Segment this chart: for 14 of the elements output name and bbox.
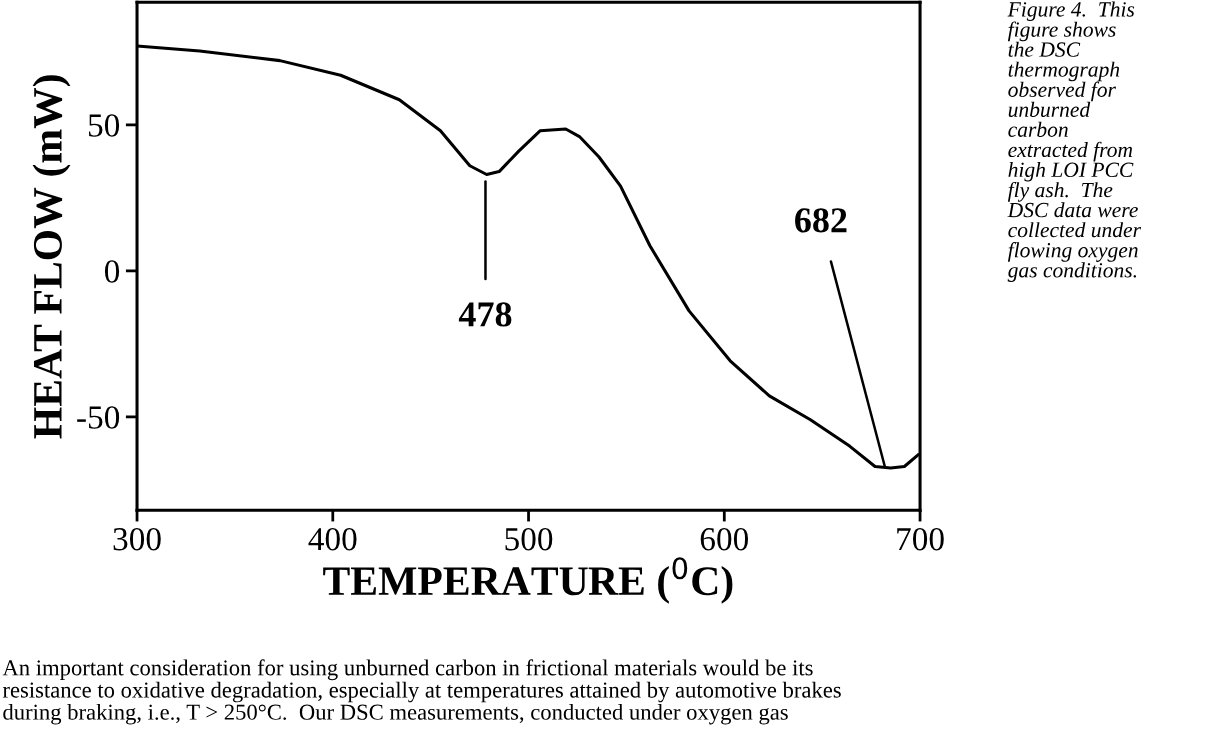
- text: An important consideration for using unburned carbon in frictional materials would be its resistance to oxidative degradation, especially at temperatures attained by automotive brakes during braking, i.e., T > 250°C. Our DSC measurements, conducted under oxygen gas: [2, 659, 841, 725]
- x-tick-label: 700: [897, 527, 944, 551]
- text: Figure 4. This figure shows the DSC thermograph observed for unburned carbon extracted from high LOI PCC fly ash. The DSC data were collected under flowing oxygen gas conditions.: [1007, 1, 1142, 282]
- y-tick-label: 0: [104, 260, 120, 283]
- y-tick-label: -50: [77, 406, 120, 429]
- y-axis-title: HEAT FLOW (mW): [32, 75, 71, 439]
- x-tick-label: 500: [505, 527, 553, 551]
- y-tick-label: 50: [88, 114, 120, 137]
- annotation: 682: [795, 208, 847, 233]
- x-tick-label: 600: [700, 527, 749, 551]
- x-tick-label: 400: [308, 527, 357, 551]
- x-tick-label: 300: [113, 527, 161, 551]
- annotation: 478: [458, 302, 512, 327]
- x-axis-title: TEMPERATURE ($^{0}$C): [323, 557, 733, 604]
